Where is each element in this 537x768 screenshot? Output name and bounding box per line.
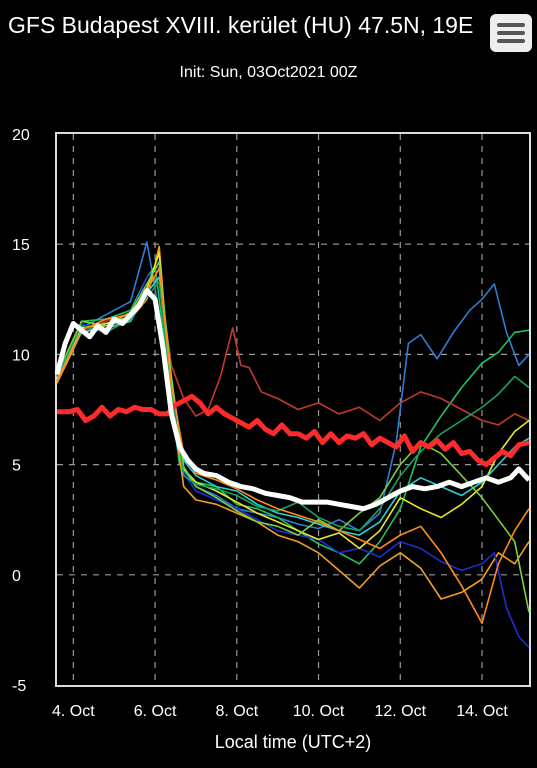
x-axis-label: Local time (UTC+2)	[215, 732, 372, 752]
y-tick-label: -5	[12, 678, 26, 695]
y-tick-labels: -5 0 5 10 15 20	[12, 127, 30, 695]
x-tick-label: 10. Oct	[293, 703, 345, 720]
series-line	[56, 260, 530, 613]
hamburger-menu-icon[interactable]	[490, 14, 532, 52]
series-lines	[54, 241, 531, 649]
y-tick-label: 5	[12, 458, 21, 475]
series-line	[56, 267, 530, 625]
x-tick-labels: 4. Oct 6. Oct 8. Oct 10. Oct 12. Oct 14. Oct	[52, 703, 508, 720]
series-line	[56, 265, 530, 565]
series-line	[56, 276, 530, 426]
x-tick-label: 8. Oct	[215, 703, 258, 720]
x-tick-label: 6. Oct	[134, 703, 177, 720]
chart-title: GFS Budapest XVIII. kerület (HU) 47.5N, …	[8, 12, 474, 38]
series-line	[56, 252, 530, 550]
x-tick-label: 14. Oct	[456, 703, 508, 720]
x-tick-label: 4. Oct	[52, 703, 95, 720]
x-tick-label: 12. Oct	[374, 703, 426, 720]
series-line	[57, 393, 530, 468]
series-line	[56, 265, 530, 649]
series-line	[54, 288, 531, 512]
y-tick-label: 20	[12, 127, 30, 144]
y-tick-label: 15	[12, 237, 30, 254]
chart-subtitle: Init: Sun, 03Oct2021 00Z	[179, 64, 358, 81]
grid-lines	[57, 134, 529, 685]
plot-area-frame	[55, 132, 531, 687]
y-tick-label: 0	[12, 568, 21, 585]
y-tick-label: 10	[12, 347, 30, 364]
